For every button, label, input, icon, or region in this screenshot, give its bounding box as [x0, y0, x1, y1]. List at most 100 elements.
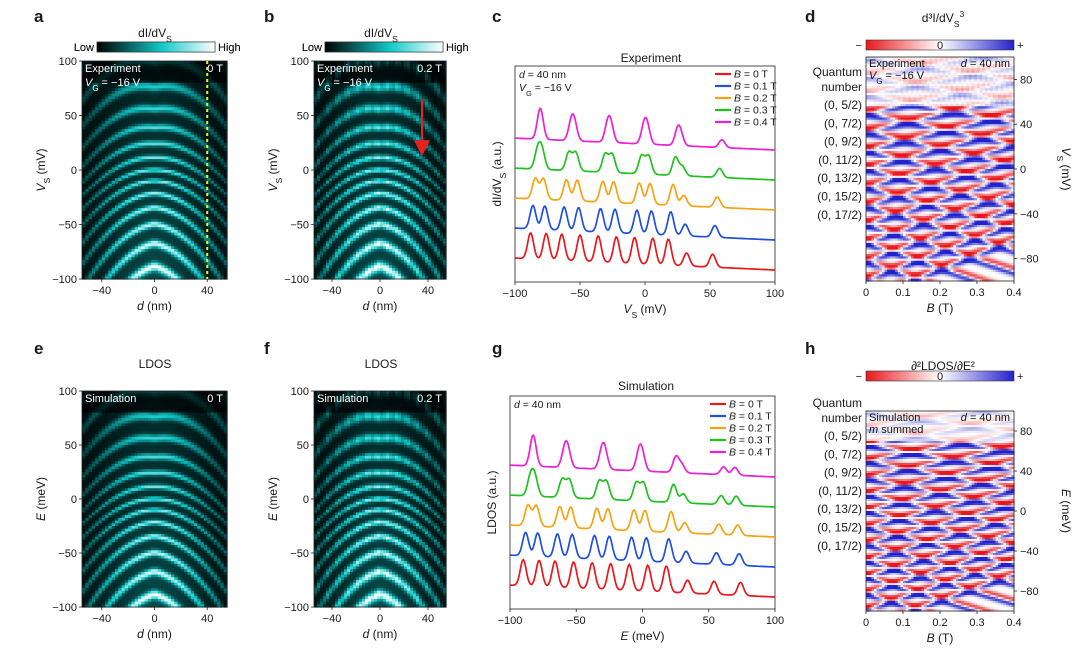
ytick-e: −100	[52, 602, 77, 614]
ytick-d: −40	[1020, 209, 1039, 221]
heatmap-a	[82, 61, 228, 280]
overlay-gate-d: VG = −16 V	[869, 70, 925, 86]
xtick-c: 100	[766, 288, 784, 300]
series-line-g	[510, 531, 775, 568]
panel-title-c: Experiment	[621, 51, 682, 65]
quantum-header2-d: number	[821, 80, 862, 94]
colorbar-high-e: High	[218, 42, 241, 54]
ytick-b: 50	[297, 111, 309, 123]
ytick-h: 0	[1020, 506, 1026, 518]
panel-title-h: ∂²LDOS/∂E²	[911, 359, 975, 373]
panel-title-e: LDOS	[139, 357, 172, 371]
xtick-g: −50	[567, 615, 586, 627]
ytick-f: −100	[284, 602, 309, 614]
ytick-d: 40	[1020, 119, 1032, 131]
series-line-g	[510, 503, 775, 538]
xtick-d: 0.2	[932, 287, 947, 299]
legend-entry-g: B = 0.1 T	[729, 411, 772, 423]
xtick-g: 50	[703, 615, 715, 627]
ytick-a: 0	[71, 165, 77, 177]
xtick-e: 40	[201, 613, 213, 625]
xtick-d: 0	[863, 287, 869, 299]
ytick-d: 80	[1020, 74, 1032, 86]
legend-entry-g: B = 0 T	[729, 399, 764, 411]
panel-label-a: a	[34, 7, 44, 26]
series-line-c	[515, 107, 775, 151]
quantum-number-d: (0, 11/2)	[818, 153, 862, 167]
quantum-number-d: (0, 5/2)	[824, 98, 862, 112]
panel-label-e: e	[34, 339, 43, 358]
panel-title-d: d³I/dVS3	[922, 9, 965, 29]
panel-f: f LDOS Low High −100 −50 0 50 100 −40 0 40 E (meV) d …	[264, 41, 469, 641]
quantum-number-h: (0, 11/2)	[818, 484, 862, 498]
colorbar-plus-d: +	[1017, 40, 1023, 52]
ylabel-h: E (meV)	[1059, 489, 1073, 533]
xtick-a: 40	[201, 285, 213, 297]
ytick-h: 80	[1020, 426, 1032, 438]
xtick-d: 0.3	[969, 287, 984, 299]
quantum-number-h: (0, 5/2)	[824, 429, 862, 443]
panel-label-f: f	[264, 339, 270, 358]
panel-g: g Simulation −100 −50 0 50 100 E (meV) LDOS (a.u…	[485, 339, 784, 643]
panel-label-h: h	[805, 339, 815, 358]
xtick-c: 50	[704, 288, 716, 300]
xlabel-a: d (nm)	[137, 299, 172, 313]
field-label-b: 0.2 T	[417, 63, 442, 75]
quantum-number-h: (0, 13/2)	[817, 502, 862, 516]
xtick-d: 0.4	[1006, 287, 1021, 299]
overlay-d-h: d = 40 nm	[961, 412, 1010, 424]
legend-entry-c: B = 0.1 T	[734, 81, 777, 93]
quantum-number-d: (0, 9/2)	[824, 135, 862, 149]
legend-entry-c: B = 0.4 T	[734, 117, 777, 129]
xtick-h: 0	[863, 617, 869, 629]
xtick-b: −40	[323, 285, 342, 297]
overlay-h: Simulation	[869, 412, 920, 424]
ytick-d: −80	[1020, 254, 1039, 266]
ylabel-a: VS (mV)	[34, 148, 52, 191]
xtick-e: −40	[92, 613, 111, 625]
colorbar-e	[96, 41, 216, 53]
colorbar-low-f: Low	[302, 42, 322, 54]
ytick-b: 100	[291, 56, 309, 68]
ytick-h: 40	[1020, 466, 1032, 478]
panel-title-f: LDOS	[365, 357, 398, 371]
ylabel-b: VS (mV)	[266, 148, 284, 191]
panel-label-c: c	[492, 7, 501, 26]
overlay-a: Experiment	[85, 63, 141, 75]
xlabel-g: E (meV)	[620, 629, 664, 643]
panel-label-g: g	[492, 339, 502, 358]
series-line-g	[510, 558, 775, 598]
ylabel-c: dI/dVS (a.u.)	[490, 141, 508, 206]
xtick-h: 0.1	[895, 617, 910, 629]
heatmap-f	[314, 391, 447, 608]
xlabel-d: B (T)	[927, 301, 954, 315]
xtick-e: 0	[151, 613, 157, 625]
panel-title-b: dI/dVS	[364, 26, 398, 44]
colorbar-minus-h: −	[856, 371, 862, 383]
colorbar-low-e: Low	[74, 42, 94, 54]
xtick-f: 0	[377, 613, 383, 625]
ylabel-f: E (meV)	[266, 477, 280, 521]
panel-e: e LDOS Low High −100 −50 0 50 100 −40 0 40 E (meV) d …	[34, 41, 241, 641]
quantum-number-h: (0, 7/2)	[824, 447, 862, 461]
overlay-b: Experiment	[317, 63, 373, 75]
field-label-e: 0 T	[207, 393, 223, 405]
overlay-m-h: m summed	[869, 424, 923, 436]
ytick-f: 100	[291, 386, 309, 398]
xtick-g: 100	[766, 615, 784, 627]
overlay-gate-b: VG = −16 V	[317, 77, 373, 93]
ytick-a: 50	[65, 111, 77, 123]
xtick-a: −40	[92, 285, 111, 297]
colorbar-f	[324, 41, 444, 53]
panel-title-a: dI/dVS	[138, 26, 172, 44]
series-line-c	[515, 204, 775, 241]
xtick-g: −100	[498, 615, 523, 627]
xtick-b: 40	[422, 285, 434, 297]
fan-map-d	[866, 57, 1015, 282]
ylabel-g: LDOS (a.u.)	[485, 470, 499, 534]
legend-entry-c: B = 0.2 T	[734, 93, 777, 105]
colorbar-low-b: Low	[302, 42, 322, 54]
ylabel-d: VS (mV)	[1055, 147, 1073, 190]
xtick-f: 40	[422, 613, 434, 625]
